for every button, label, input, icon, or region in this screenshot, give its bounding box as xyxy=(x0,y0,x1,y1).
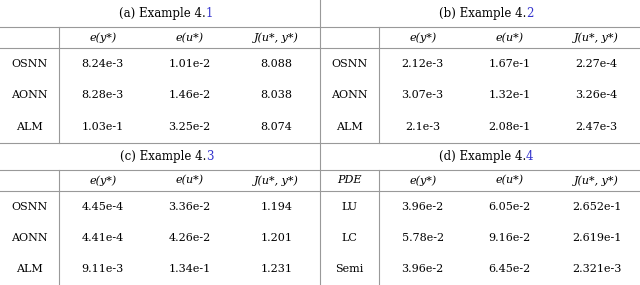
Text: 8.074: 8.074 xyxy=(260,122,292,132)
Text: e(y*): e(y*) xyxy=(409,32,436,43)
Text: 2: 2 xyxy=(526,7,533,20)
Text: 2.12e-3: 2.12e-3 xyxy=(401,59,444,69)
Text: 3.96e-2: 3.96e-2 xyxy=(401,201,444,212)
Text: OSNN: OSNN xyxy=(12,201,48,212)
Text: 5.78e-2: 5.78e-2 xyxy=(402,233,444,243)
Text: ALM: ALM xyxy=(336,122,363,132)
Text: e(y*): e(y*) xyxy=(89,175,116,186)
Text: AONN: AONN xyxy=(12,90,48,101)
Text: J(u*, y*): J(u*, y*) xyxy=(574,175,619,186)
Text: 3.96e-2: 3.96e-2 xyxy=(401,264,444,274)
Text: 9.16e-2: 9.16e-2 xyxy=(488,233,531,243)
Text: e(u*): e(u*) xyxy=(175,175,204,186)
Text: 3: 3 xyxy=(206,150,214,162)
Text: 3.26e-4: 3.26e-4 xyxy=(575,90,618,101)
Text: 2.08e-1: 2.08e-1 xyxy=(488,122,531,132)
Text: (a) Example 4.: (a) Example 4. xyxy=(119,7,206,20)
Text: 4.45e-4: 4.45e-4 xyxy=(81,201,124,212)
Text: ALM: ALM xyxy=(16,122,43,132)
Text: 2.27e-4: 2.27e-4 xyxy=(575,59,618,69)
Text: 4: 4 xyxy=(526,150,534,162)
Text: 1.32e-1: 1.32e-1 xyxy=(488,90,531,101)
Text: LC: LC xyxy=(342,233,358,243)
Text: e(u*): e(u*) xyxy=(495,175,524,186)
Text: J(u*, y*): J(u*, y*) xyxy=(254,32,299,43)
Text: AONN: AONN xyxy=(332,90,368,101)
Text: 4.26e-2: 4.26e-2 xyxy=(168,233,211,243)
Text: OSNN: OSNN xyxy=(12,59,48,69)
Text: 2.47e-3: 2.47e-3 xyxy=(575,122,618,132)
Text: ALM: ALM xyxy=(16,264,43,274)
Text: 3.07e-3: 3.07e-3 xyxy=(402,90,444,101)
Text: 8.28e-3: 8.28e-3 xyxy=(81,90,124,101)
Text: 9.11e-3: 9.11e-3 xyxy=(81,264,124,274)
Text: e(y*): e(y*) xyxy=(89,32,116,43)
Text: 1: 1 xyxy=(206,7,213,20)
Text: PDE: PDE xyxy=(337,175,362,185)
Text: 2.1e-3: 2.1e-3 xyxy=(405,122,440,132)
Text: 1.231: 1.231 xyxy=(260,264,292,274)
Text: 3.36e-2: 3.36e-2 xyxy=(168,201,211,212)
Text: e(u*): e(u*) xyxy=(175,32,204,43)
Text: 6.45e-2: 6.45e-2 xyxy=(488,264,531,274)
Text: (b) Example 4.: (b) Example 4. xyxy=(438,7,526,20)
Text: (c) Example 4.: (c) Example 4. xyxy=(120,150,206,162)
Text: J(u*, y*): J(u*, y*) xyxy=(574,32,619,43)
Text: J(u*, y*): J(u*, y*) xyxy=(254,175,299,186)
Text: 1.34e-1: 1.34e-1 xyxy=(168,264,211,274)
Text: 2.321e-3: 2.321e-3 xyxy=(572,264,621,274)
Text: 1.01e-2: 1.01e-2 xyxy=(168,59,211,69)
Text: 1.67e-1: 1.67e-1 xyxy=(488,59,531,69)
Text: e(u*): e(u*) xyxy=(495,32,524,43)
Text: e(y*): e(y*) xyxy=(409,175,436,186)
Text: 1.201: 1.201 xyxy=(260,233,292,243)
Text: OSNN: OSNN xyxy=(332,59,368,69)
Text: 1.46e-2: 1.46e-2 xyxy=(168,90,211,101)
Text: 8.038: 8.038 xyxy=(260,90,292,101)
Text: 2.619e-1: 2.619e-1 xyxy=(572,233,621,243)
Text: AONN: AONN xyxy=(12,233,48,243)
Text: Semi: Semi xyxy=(335,264,364,274)
Text: 4.41e-4: 4.41e-4 xyxy=(81,233,124,243)
Text: (d) Example 4.: (d) Example 4. xyxy=(439,150,526,162)
Text: 8.088: 8.088 xyxy=(260,59,292,69)
Text: LU: LU xyxy=(342,201,358,212)
Text: 1.194: 1.194 xyxy=(260,201,292,212)
Text: 6.05e-2: 6.05e-2 xyxy=(488,201,531,212)
Text: 8.24e-3: 8.24e-3 xyxy=(81,59,124,69)
Text: 1.03e-1: 1.03e-1 xyxy=(81,122,124,132)
Text: 2.652e-1: 2.652e-1 xyxy=(572,201,621,212)
Text: 3.25e-2: 3.25e-2 xyxy=(168,122,211,132)
